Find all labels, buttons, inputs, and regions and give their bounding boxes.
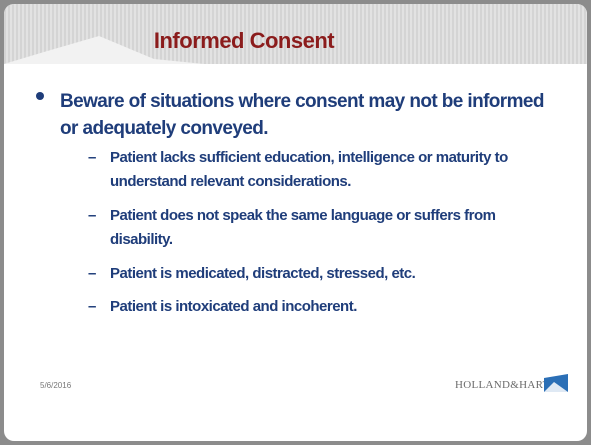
dash: – [88,149,97,166]
dash: – [88,298,97,315]
sub-bullet: Patient lacks sufficient education, inte… [110,149,508,190]
footer-date: 5/6/2016 [40,381,72,390]
dash: – [88,265,97,282]
band-decoration [4,36,204,64]
logo-icon [544,374,568,392]
slide: Informed Consent Beware of situations wh… [4,4,587,441]
band-shape [4,36,204,64]
sub-bullet: Patient is medicated, distracted, stress… [110,265,416,282]
sub-bullet: Patient does not speak the same language… [110,207,496,248]
footer-logo: HOLLAND&HART. [455,379,552,391]
sub-bullet: Patient is intoxicated and incoherent. [110,298,357,315]
bullet-dot [36,92,44,100]
icon-peak [544,382,568,392]
bullet-text: Beware of situations where consent may n… [60,91,544,139]
dash: – [88,207,97,224]
slide-title: Informed Consent [153,28,335,53]
